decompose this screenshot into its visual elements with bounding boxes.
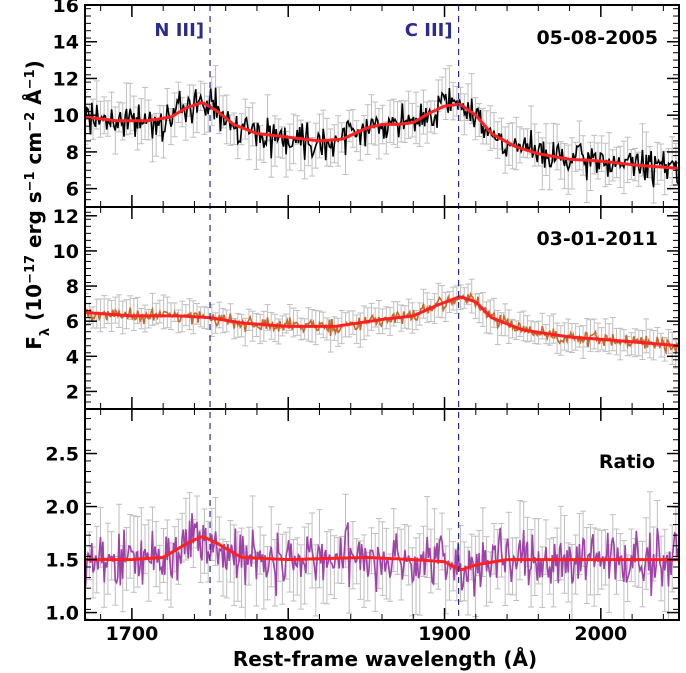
emission-line-label: N III]	[154, 20, 204, 41]
panel-label: Ratio	[599, 451, 655, 473]
panel-label: 03-01-2011	[536, 228, 658, 250]
x-tick-label: 2000	[574, 623, 627, 645]
y-tick-label: 10	[53, 105, 79, 127]
y-tick-label: 1.5	[45, 550, 79, 572]
y-tick-label: 2.5	[45, 444, 79, 466]
y-tick-label: 10	[53, 241, 79, 263]
x-tick-label: 1700	[105, 623, 158, 645]
panel-2	[85, 278, 679, 369]
x-tick-label: 1900	[418, 623, 471, 645]
panels-layer	[85, 65, 679, 620]
y-tick-label: 4	[66, 346, 79, 368]
panel-plot-area	[85, 278, 679, 369]
y-tick-label: 2.0	[45, 497, 79, 519]
y-axis-title: Fλ (10−17 erg s−1 cm−2 Å−1)	[22, 60, 53, 350]
y-tick-label: 6	[66, 179, 79, 201]
panel-label: 05-08-2005	[536, 27, 658, 49]
emission-line-label: C III]	[405, 20, 453, 41]
panel-3	[85, 491, 679, 620]
y-tick-label: 16	[53, 0, 79, 17]
panel-1	[85, 65, 679, 204]
panel-plot-area	[85, 65, 679, 204]
y-tick-label: 1.0	[45, 603, 79, 625]
x-tick-label: 1800	[262, 623, 315, 645]
model-fit-line	[85, 295, 679, 348]
y-tick-label: 6	[66, 311, 79, 333]
y-tick-label: 8	[66, 276, 79, 298]
x-axis-title: Rest-frame wavelength (Å)	[233, 647, 537, 671]
panel-frames: 6 8 10 12 14 16 05-08-2005 2 4 6 8 10 12 03-01-2011 1.…	[45, 0, 680, 645]
y-tick-label: 2	[66, 381, 79, 403]
observed-spectrum-line	[85, 513, 679, 597]
panel-plot-area	[85, 491, 679, 620]
model-fit-line	[85, 535, 679, 572]
y-tick-label: 12	[53, 206, 79, 228]
model-fit-line	[85, 101, 679, 170]
y-tick-label: 8	[66, 142, 79, 164]
emission-line-markers: N III] C III]	[154, 5, 460, 620]
y-tick-label: 12	[53, 68, 79, 90]
error-bars	[85, 65, 679, 204]
y-tick-label: 14	[53, 32, 79, 54]
panel-frame	[84, 408, 680, 621]
